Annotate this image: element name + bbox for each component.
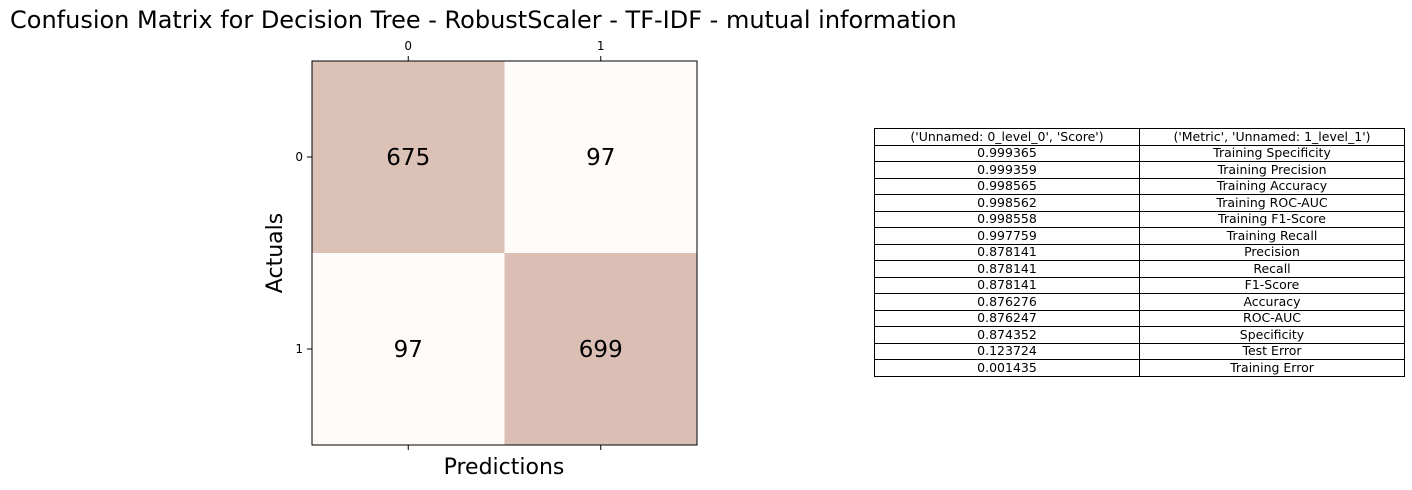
table-cell-score: 0.874352 [874,326,1140,344]
table-row: 0.874352 Specificity [874,326,1405,344]
table-cell-metric: ROC-AUC [1139,309,1405,327]
table-header-row: ('Unnamed: 0_level_0', 'Score') ('Metric… [874,128,1405,146]
table-cell-metric: Training Recall [1139,227,1405,245]
table-cell-metric: F1-Score [1139,276,1405,294]
table-header-metric: ('Metric', 'Unnamed: 1_level_1') [1139,128,1405,146]
table-cell-metric: Recall [1139,260,1405,278]
matrix-cell [504,61,697,253]
matrix-cell [504,253,697,445]
table-cell-score: 0.998565 [874,177,1140,195]
table-cell-score: 0.123724 [874,342,1140,360]
table-cell-score: 0.998562 [874,194,1140,212]
matrix-cell-value: 675 [386,145,430,171]
x-tick-label: 0 [404,39,412,53]
table-row: 0.999359 Training Precision [874,161,1405,179]
confusion-matrix-chart: 675 97 97 699 0 1 0 1 Predictions Actuals [263,39,698,480]
table-cell-score: 0.878141 [874,276,1140,294]
table-cell-metric: Training ROC-AUC [1139,194,1405,212]
table-cell-metric: Training Accuracy [1139,177,1405,195]
table-cell-metric: Precision [1139,243,1405,261]
table-cell-score: 0.999359 [874,161,1140,179]
table-cell-metric: Training Specificity [1139,144,1405,162]
table-cell-metric: Test Error [1139,342,1405,360]
table-row: 0.999365 Training Specificity [874,144,1405,162]
table-row: 0.878141 Recall [874,260,1405,278]
table-row: 0.878141 F1-Score [874,276,1405,294]
chart-title: Confusion Matrix for Decision Tree - Rob… [10,6,957,34]
table-cell-score: 0.999365 [874,144,1140,162]
table-row: 0.998562 Training ROC-AUC [874,194,1405,212]
x-axis-label: Predictions [444,455,565,480]
matrix-cell-value: 699 [579,337,623,363]
table-row: 0.123724 Test Error [874,342,1405,360]
matrix-cell-value: 97 [586,145,615,171]
table-cell-metric: Specificity [1139,326,1405,344]
table-row: 0.001435 Training Error [874,359,1405,377]
table-row: 0.997759 Training Recall [874,227,1405,245]
table-cell-metric: Training Precision [1139,161,1405,179]
table-cell-metric: Training F1-Score [1139,210,1405,228]
table-row: 0.878141 Precision [874,243,1405,261]
metrics-table-body: 0.999365 Training Specificity 0.999359 Trai… [874,144,1405,377]
matrix-cell-value: 97 [394,337,423,363]
y-tick-label: 0 [295,150,303,164]
table-cell-score: 0.998558 [874,210,1140,228]
metrics-table: ('Unnamed: 0_level_0', 'Score') ('Metric… [874,128,1405,377]
matrix-cell [312,61,505,253]
table-row: 0.876276 Accuracy [874,293,1405,311]
table-cell-metric: Accuracy [1139,293,1405,311]
table-cell-score: 0.876276 [874,293,1140,311]
x-tick-label: 1 [597,39,605,53]
table-cell-score: 0.001435 [874,359,1140,377]
y-axis-label: Actuals [263,213,288,293]
table-cell-score: 0.878141 [874,260,1140,278]
axis-ticks: 0 1 0 1 [295,39,605,450]
table-row: 0.998558 Training F1-Score [874,210,1405,228]
table-cell-score: 0.997759 [874,227,1140,245]
table-cell-metric: Training Error [1139,359,1405,377]
matrix-cell [312,253,505,445]
table-cell-score: 0.876247 [874,309,1140,327]
table-header-score: ('Unnamed: 0_level_0', 'Score') [874,128,1140,146]
table-row: 0.876247 ROC-AUC [874,309,1405,327]
table-cell-score: 0.878141 [874,243,1140,261]
matrix-frame [311,60,698,446]
y-tick-label: 1 [295,342,303,356]
table-row: 0.998565 Training Accuracy [874,177,1405,195]
matrix-cells: 675 97 97 699 [312,61,697,445]
